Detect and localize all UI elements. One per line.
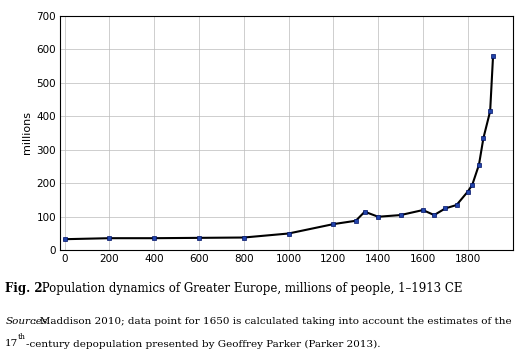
Text: 17: 17 xyxy=(5,340,18,349)
Text: : Maddison 2010; data point for 1650 is calculated taking into account the estim: : Maddison 2010; data point for 1650 is … xyxy=(33,317,511,326)
Text: Fig. 2.: Fig. 2. xyxy=(5,282,47,295)
Y-axis label: millions: millions xyxy=(22,112,32,154)
Text: th: th xyxy=(17,333,25,341)
Text: Sources: Sources xyxy=(5,317,48,326)
Text: Population dynamics of Greater Europe, millions of people, 1–1913 CE: Population dynamics of Greater Europe, m… xyxy=(38,282,462,295)
Text: -century depopulation presented by Geoffrey Parker (Parker 2013).: -century depopulation presented by Geoff… xyxy=(26,340,380,349)
